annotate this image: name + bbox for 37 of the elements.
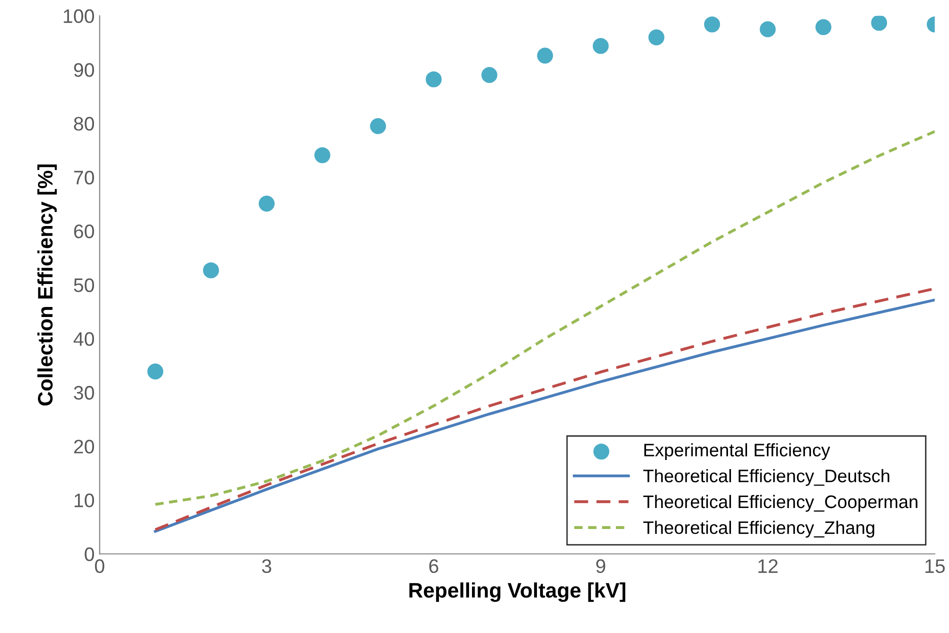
point [648,29,664,46]
y-tick-label: 70 [74,170,94,184]
point [815,19,832,36]
point [592,38,609,54]
y-tick-label: 10 [74,494,94,508]
y-tick-label: 20 [74,440,94,454]
point [147,364,164,380]
y-tick-label: 90 [74,63,94,77]
y-tick-label: 0 [84,547,94,562]
point [370,118,386,134]
point [537,48,554,64]
x-tick-label: 0 [95,559,104,574]
x-tick-label: 3 [262,559,272,574]
point [426,71,442,88]
y-tick-label: 40 [74,332,94,346]
point [760,21,776,38]
y-tick-label: 80 [74,116,94,131]
y-tick-label: 60 [74,224,94,238]
x-tick-label: 9 [596,559,606,574]
point [203,262,219,278]
legend-label: Theoretical Efficiency_Cooperman [643,494,918,512]
y-tick-label: 100 [64,9,94,24]
point [314,147,330,164]
legend-label: Theoretical Efficiency_Deutsch [643,469,890,486]
x-tick-label: 15 [925,559,945,574]
y-axis-title: Collection Efficiency [%] [37,164,57,406]
x-axis-title: Repelling Voltage [kV] [409,582,626,602]
x-tick-label: 6 [429,559,438,574]
point [258,196,275,212]
y-tick-label: 50 [74,278,94,292]
y-tick-label: 30 [74,386,94,400]
point [704,16,720,32]
point [871,16,888,31]
legend-label: Experimental Efficiency [644,443,830,460]
x-tick-label: 12 [758,559,778,573]
legend-label: Theoretical Efficiency_Zhang [643,520,874,538]
point [481,67,498,83]
